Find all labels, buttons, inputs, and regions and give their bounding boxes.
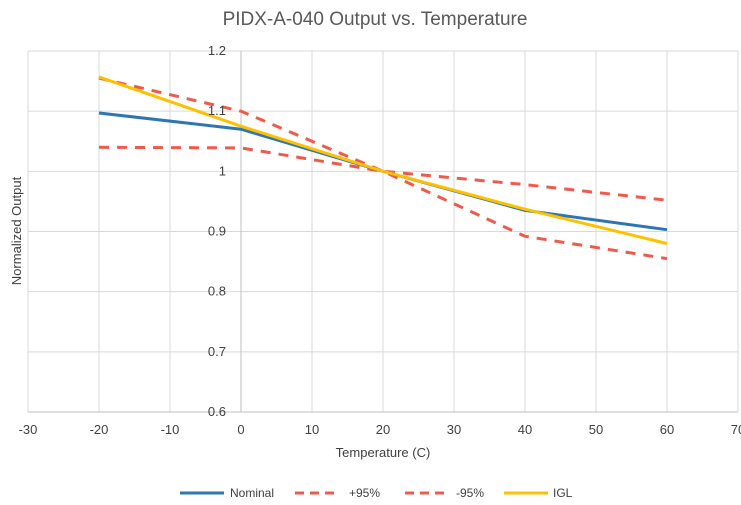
- x-tick-label: 60: [660, 422, 674, 437]
- x-tick-label: 10: [305, 422, 319, 437]
- x-tick-label: 20: [376, 422, 390, 437]
- y-tick-label: 1: [219, 163, 226, 178]
- y-tick-label: 0.7: [208, 344, 226, 359]
- y-axis-label: Normalized Output: [9, 176, 24, 285]
- y-tick-label: 0.8: [208, 284, 226, 299]
- x-tick-label: -20: [90, 422, 109, 437]
- x-tick-label: 0: [237, 422, 244, 437]
- tick-labels: -30 -20 -10 0 10 20 30 40 50 60 70 0.6 0.7 0.8 0.9 1 1.1…: [19, 43, 741, 437]
- y-tick-label: 0.6: [208, 404, 226, 419]
- legend-label-1: +95%: [349, 486, 380, 500]
- x-tick-label: -30: [19, 422, 38, 437]
- legend-label-0: Nominal: [230, 486, 274, 500]
- y-tick-label: 1.2: [208, 43, 226, 58]
- x-tick-label: -10: [161, 422, 180, 437]
- x-tick-label: 50: [589, 422, 603, 437]
- legend: Nominal +95% -95% IGL: [180, 486, 573, 500]
- grid: [28, 51, 738, 412]
- y-tick-label: 0.9: [208, 224, 226, 239]
- x-tick-label: 40: [518, 422, 532, 437]
- x-tick-label: 70: [731, 422, 741, 437]
- legend-label-2: -95%: [456, 486, 484, 500]
- y-tick-label: 1.1: [208, 103, 226, 118]
- chart-title: PIDX-A-040 Output vs. Temperature: [223, 9, 528, 30]
- legend-label-3: IGL: [553, 486, 573, 500]
- x-tick-label: 30: [447, 422, 461, 437]
- x-axis-label: Temperature (C): [336, 445, 431, 460]
